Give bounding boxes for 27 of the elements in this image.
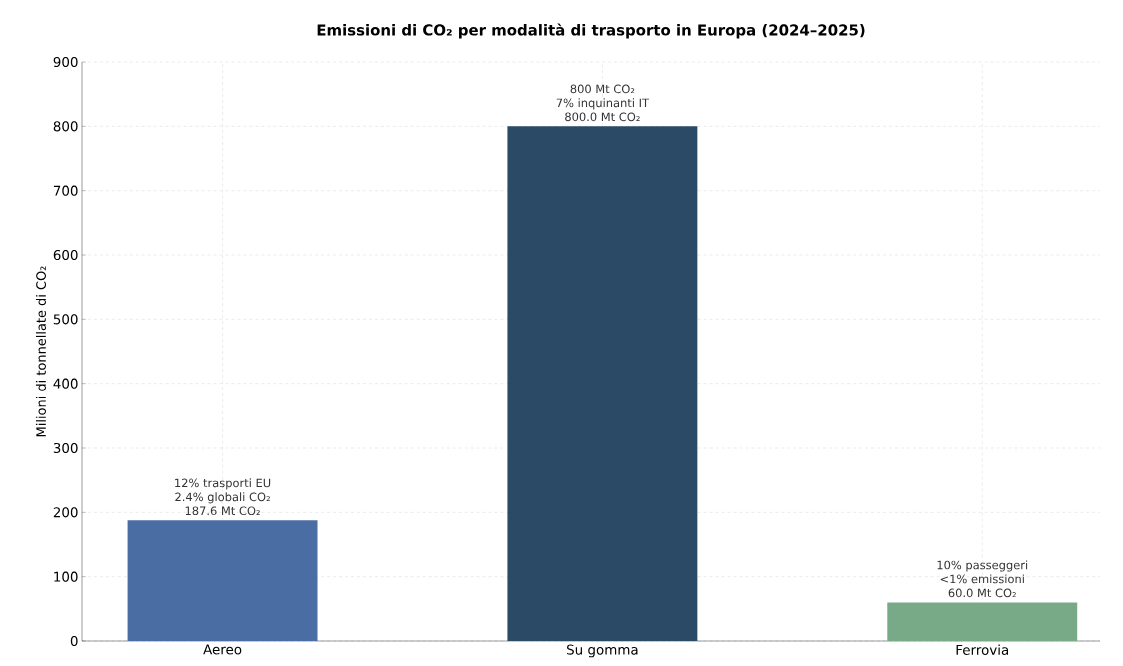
bar	[507, 126, 698, 641]
annotation: 7% inquinanti IT	[556, 98, 650, 110]
y-tick-label: 500	[53, 314, 78, 325]
annotation: 10% passeggeri	[937, 560, 1028, 572]
y-tick-label: 100	[54, 571, 78, 582]
data-label: 60.0 Mt CO₂	[948, 588, 1016, 598]
chart-title: Emissioni di CO₂ per modalità di trasporto in Europa (2024–2025)	[317, 23, 865, 39]
x-tick-label: Ferrovia	[956, 644, 1009, 655]
y-tick-label: 800	[53, 121, 78, 132]
y-axis-title: Milioni di tonnellate di CO₂	[35, 266, 46, 437]
y-tick-label: 300	[53, 442, 78, 454]
annotation: <1% emissioni	[940, 574, 1024, 584]
bar	[887, 602, 1078, 641]
x-tick-label: Su gomma	[567, 644, 638, 658]
annotation: 12% trasporti EU	[175, 478, 271, 490]
data-label: 800.0 Mt CO₂	[565, 112, 640, 122]
y-tick-label: 600	[53, 249, 78, 261]
annotation: 2.4% globali CO₂	[175, 492, 270, 504]
annotation: 800 Mt CO₂	[570, 84, 635, 94]
y-tick-label: 400	[53, 378, 78, 389]
bar	[127, 520, 318, 641]
y-tick-label: 900	[53, 56, 78, 68]
data-label: 187.6 Mt CO₂	[185, 506, 260, 516]
y-tick-label: 0	[70, 635, 78, 647]
y-tick-label: 700	[53, 185, 78, 196]
x-tick-label: Aereo	[203, 644, 242, 655]
y-tick-label: 200	[53, 507, 78, 518]
